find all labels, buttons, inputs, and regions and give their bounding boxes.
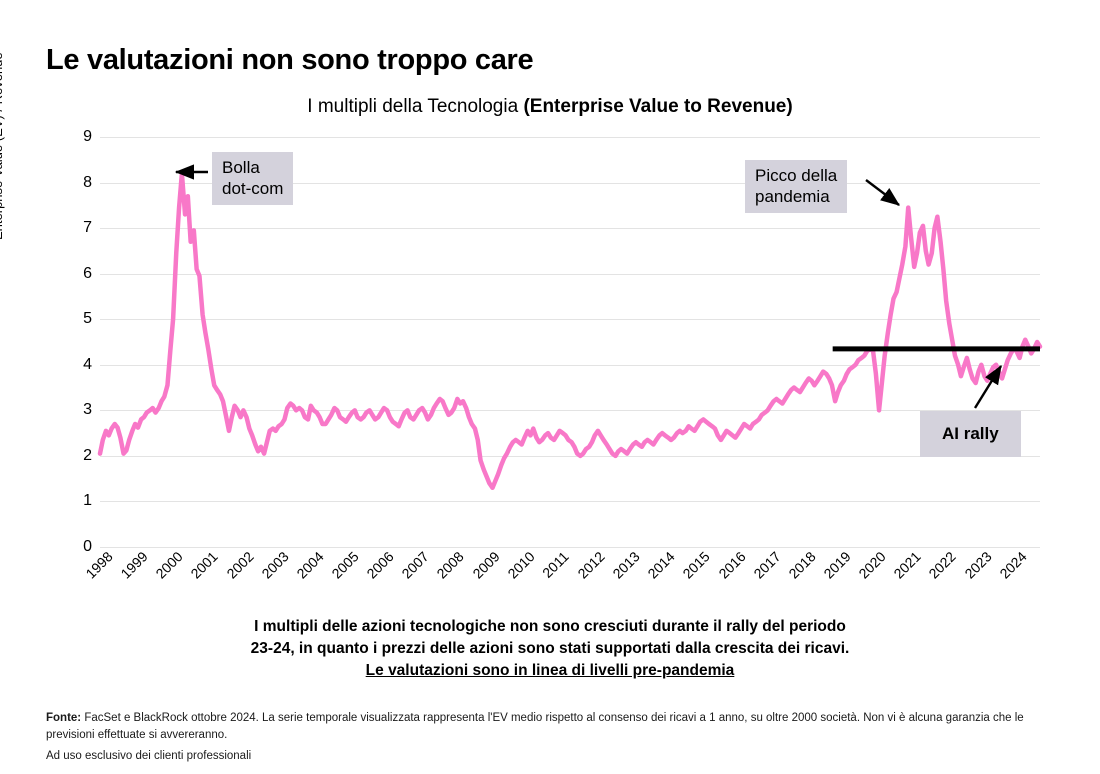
x-axis-tick-label: 1999 <box>117 548 151 582</box>
gridline <box>100 547 1040 548</box>
y-axis-tick-label: 8 <box>83 173 92 191</box>
x-axis-tick-label: 2003 <box>258 548 292 582</box>
x-axis-tick-label: 2007 <box>398 548 433 582</box>
y-axis-tick-label: 2 <box>83 446 92 464</box>
gridline <box>100 228 1040 230</box>
x-axis-tick-label: 2001 <box>187 548 222 582</box>
x-axis-tick-label: 2018 <box>785 548 819 582</box>
caption-line-2: 23-24, in quanto i prezzi delle azioni s… <box>250 640 850 657</box>
x-axis-tick-label: 2004 <box>293 548 327 582</box>
x-axis-tick-label: 2024 <box>996 548 1030 582</box>
page-title: Le valutazioni non sono troppo care <box>46 44 534 76</box>
series-path-technology-ev-revenue <box>97 171 1043 491</box>
x-axis-tick-label: 2019 <box>820 548 854 582</box>
gridline <box>100 182 1040 184</box>
x-axis-tick-label: 2023 <box>960 548 995 582</box>
gridline <box>100 501 1040 503</box>
y-axis-tick-label: 1 <box>83 492 92 510</box>
y-axis-tick-label: 9 <box>83 128 92 145</box>
footnote: Fonte: FacSet e BlackRock ottobre 2024. … <box>46 710 1060 765</box>
chart-subtitle: I multipli della Tecnologia (Enterprise … <box>0 96 1100 118</box>
x-axis-tick-label: 2021 <box>890 548 924 582</box>
footnote-disclaimer: Ad uso esclusivo dei clienti professiona… <box>46 750 252 762</box>
x-axis-tick-label: 2008 <box>433 548 468 582</box>
caption-line-3: Le valutazioni sono in linea di livelli … <box>365 662 735 679</box>
gridline <box>100 455 1040 457</box>
x-axis-tick-label: 2014 <box>644 548 678 582</box>
gridline <box>100 364 1040 366</box>
y-axis-title: Enterprise Value (EV) / Revenue <box>0 52 5 240</box>
plot-area <box>97 137 1043 548</box>
x-axis-tick-label: 2002 <box>222 548 257 582</box>
chart-caption: I multipli delle azioni tecnologiche non… <box>0 616 1100 682</box>
gridline <box>100 319 1040 321</box>
annotation-picco-della-pandemia: Picco della pandemia <box>745 160 848 213</box>
gridline <box>100 410 1040 412</box>
y-axis-tick-label: 4 <box>83 355 92 373</box>
y-axis-tick-label: 0 <box>83 538 92 555</box>
annotation-bolla-dot-com: Bolla dot-com <box>212 152 294 205</box>
y-axis-tick-label: 5 <box>83 310 92 328</box>
y-axis-tick-labels: 0 1 2 3 4 5 6 7 8 9 <box>60 129 92 555</box>
x-axis-tick-label: 2017 <box>750 548 784 582</box>
chart-subtitle-plain: I multipli della Tecnologia <box>307 96 524 117</box>
footnote-source-label: Fonte: <box>46 712 82 724</box>
chart-subtitle-bold: (Enterprise Value to Revenue) <box>523 96 793 117</box>
x-axis-tick-label: 2011 <box>538 548 572 581</box>
x-axis-tick-labels: 1998 1999 2000 2001 2002 2003 2004 2005 2006 2007… <box>82 548 1045 609</box>
annotation-ai-rally: AI rally <box>920 411 1021 457</box>
x-axis-tick-label: 2009 <box>468 548 503 582</box>
footnote-source: Fonte: FacSet e BlackRock ottobre 2024. … <box>46 710 1060 743</box>
x-axis-tick-label: 2015 <box>679 548 714 582</box>
x-axis-tick-label: 2013 <box>609 548 643 582</box>
caption-line-1: I multipli delle azioni tecnologiche non… <box>254 618 846 635</box>
x-axis-tick-label: 2005 <box>328 548 362 582</box>
x-axis-tick-label: 2016 <box>714 548 749 582</box>
y-axis-tick-label: 7 <box>83 219 92 237</box>
footnote-source-text: FacSet e BlackRock ottobre 2024. La seri… <box>46 712 1024 741</box>
y-axis-tick-label: 6 <box>83 264 92 282</box>
x-axis-tick-label: 2012 <box>574 548 608 582</box>
series-line-chart <box>97 171 1043 491</box>
gridline <box>100 137 1040 138</box>
y-axis-tick-label: 3 <box>83 401 92 419</box>
x-axis-tick-label: 2020 <box>855 548 889 582</box>
x-axis-tick-label: 2000 <box>152 548 187 582</box>
x-axis-tick-label: 2006 <box>363 548 397 582</box>
gridline <box>100 273 1040 275</box>
x-axis-tick-label: 2022 <box>925 548 960 582</box>
x-axis-tick-label: 2010 <box>504 548 538 582</box>
